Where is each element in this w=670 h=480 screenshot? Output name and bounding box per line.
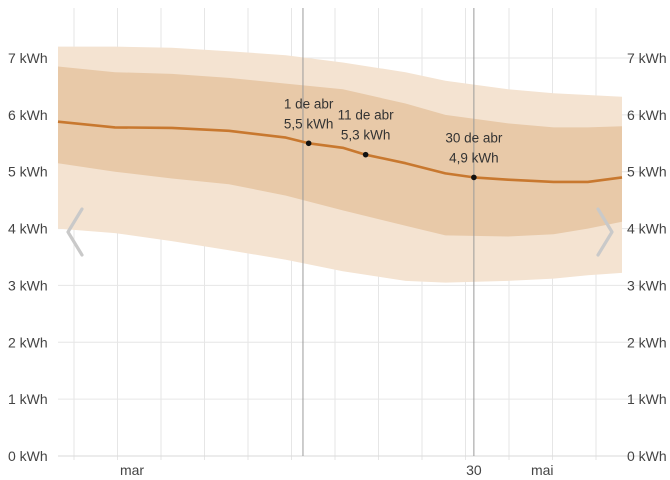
annotation-value-label: 4,9 kWh	[449, 150, 499, 165]
y-tick-label-left: 0 kWh	[8, 448, 48, 464]
y-tick-label-left: 5 kWh	[8, 164, 48, 180]
annotation-point	[305, 140, 312, 147]
x-axis: mar 30 mai	[120, 462, 554, 478]
y-tick-label-left: 1 kWh	[8, 391, 48, 407]
y-tick-label-left: 4 kWh	[8, 221, 48, 237]
y-tick-label-right: 3 kWh	[627, 277, 667, 293]
x-tick-label: 30	[466, 462, 482, 478]
annotation-value-label: 5,5 kWh	[284, 116, 334, 131]
y-tick-label-right: 2 kWh	[627, 334, 667, 350]
x-tick-label: mar	[120, 462, 144, 478]
y-tick-label-right: 4 kWh	[627, 221, 667, 237]
y-tick-label-left: 3 kWh	[8, 277, 48, 293]
chevron-right-icon[interactable]	[583, 200, 617, 264]
x-tick-label: mai	[531, 462, 554, 478]
date-marker-lines	[302, 8, 475, 456]
annotation-date-label: 1 de abr	[284, 96, 334, 111]
annotation-point	[471, 174, 477, 181]
inner-range-band	[58, 66, 622, 237]
annotation-point	[362, 151, 369, 158]
annotations: 1 de abr 5,5 kWh 11 de abr 5,3 kWh 30 de abr…	[284, 96, 503, 181]
y-tick-label-right: 7 kWh	[627, 50, 667, 66]
y-axis-right: 0 kWh 1 kWh 2 kWh 3 kWh 4 kWh 5 kWh 6 kWh 7 kWh	[627, 50, 667, 464]
chevron-left-icon[interactable]	[58, 200, 92, 264]
y-tick-label-left: 7 kWh	[8, 50, 48, 66]
annotation-date-label: 30 de abr	[445, 130, 503, 145]
y-tick-label-right: 5 kWh	[627, 164, 667, 180]
annotation-value-label: 5,3 kWh	[341, 128, 391, 143]
y-axis-left: 0 kWh 1 kWh 2 kWh 3 kWh 4 kWh 5 kWh 6 kWh 7 kWh	[8, 50, 48, 464]
y-tick-label-right: 1 kWh	[627, 391, 667, 407]
y-tick-label-right: 6 kWh	[627, 107, 667, 123]
y-tick-label-right: 0 kWh	[627, 448, 667, 464]
y-tick-label-left: 2 kWh	[8, 334, 48, 350]
y-tick-label-left: 6 kWh	[8, 107, 48, 123]
annotation-date-label: 11 de abr	[338, 108, 395, 123]
